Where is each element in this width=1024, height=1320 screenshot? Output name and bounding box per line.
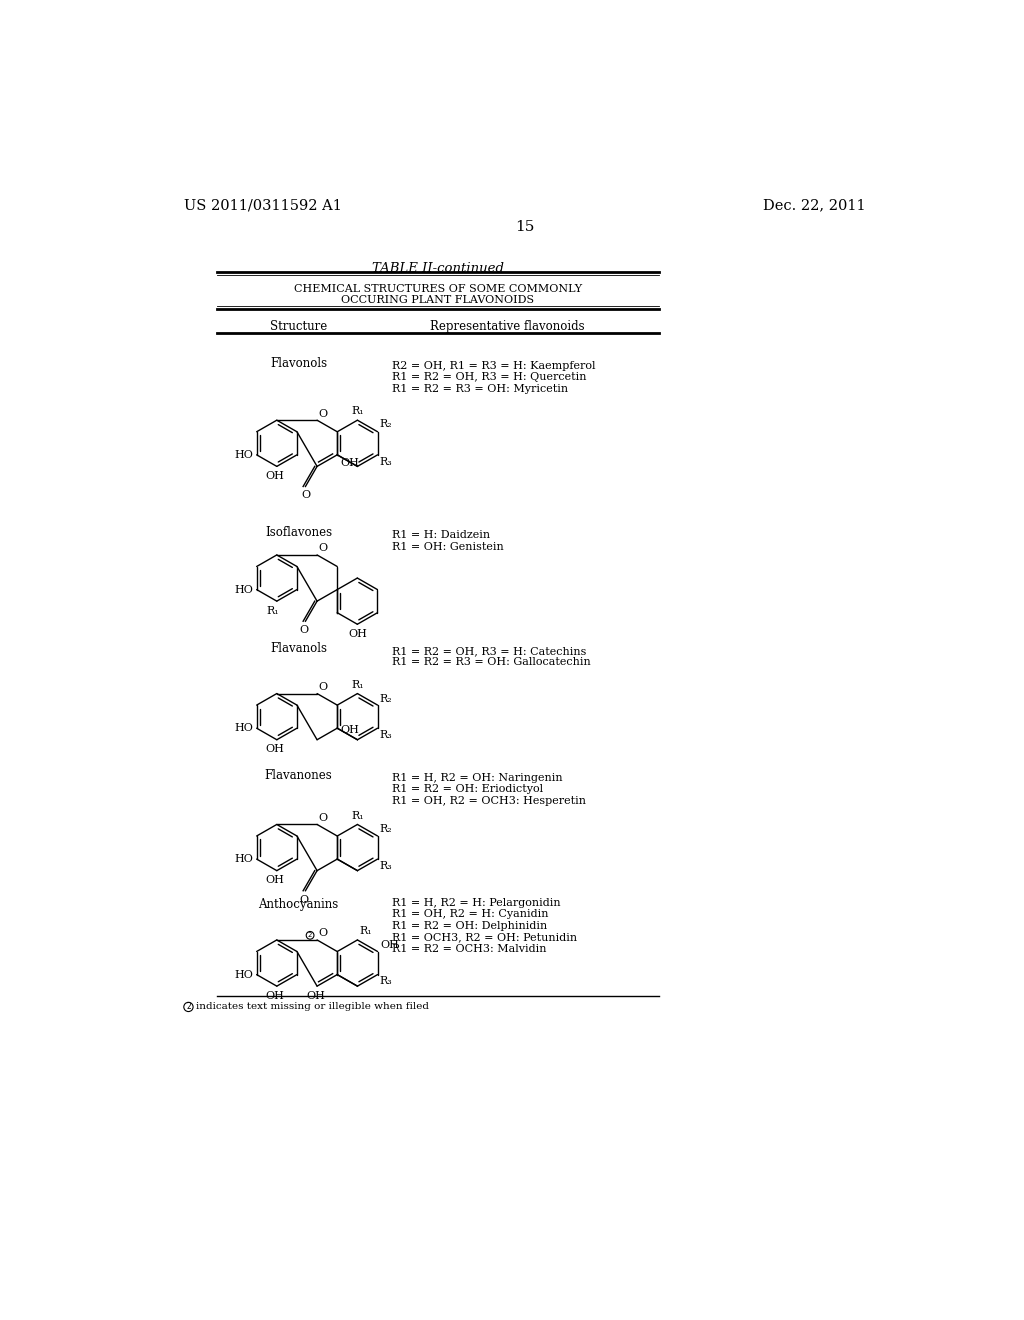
Text: R1 = H: Daidzein: R1 = H: Daidzein — [391, 531, 489, 540]
Text: US 2011/0311592 A1: US 2011/0311592 A1 — [183, 198, 342, 213]
Text: Structure: Structure — [270, 321, 327, 333]
Text: R₁: R₁ — [351, 810, 364, 821]
Text: 2: 2 — [186, 1002, 190, 1011]
Text: R1 = OH, R2 = OCH3: Hesperetin: R1 = OH, R2 = OCH3: Hesperetin — [391, 796, 586, 807]
Text: HO: HO — [233, 970, 253, 979]
Text: OH: OH — [266, 744, 285, 754]
Text: R₁: R₁ — [351, 680, 364, 689]
Text: R1 = R2 = R3 = OH: Gallocatechin: R1 = R2 = R3 = OH: Gallocatechin — [391, 657, 590, 668]
Text: HO: HO — [233, 723, 253, 733]
Text: OCCURING PLANT FLAVONOIDS: OCCURING PLANT FLAVONOIDS — [341, 296, 535, 305]
Text: R₁: R₁ — [359, 927, 372, 936]
Text: OH: OH — [380, 940, 398, 950]
Text: OH: OH — [266, 991, 285, 1001]
Text: R1 = OCH3, R2 = OH: Petunidin: R1 = OCH3, R2 = OH: Petunidin — [391, 932, 577, 942]
Text: R₃: R₃ — [380, 457, 392, 467]
Text: HO: HO — [233, 585, 253, 594]
Text: R₂: R₂ — [380, 420, 392, 429]
Text: HO: HO — [233, 854, 253, 865]
Text: R1 = H, R2 = OH: Naringenin: R1 = H, R2 = OH: Naringenin — [391, 774, 562, 783]
Text: TABLE II-continued: TABLE II-continued — [372, 263, 504, 276]
Text: Flavonols: Flavonols — [270, 358, 327, 370]
Text: R₃: R₃ — [380, 730, 392, 739]
Text: R1 = R2 = OH, R3 = H: Catechins: R1 = R2 = OH, R3 = H: Catechins — [391, 645, 586, 656]
Text: Flavanols: Flavanols — [270, 642, 327, 655]
Text: 15: 15 — [515, 220, 535, 234]
Text: R1 = R2 = OH, R3 = H: Quercetin: R1 = R2 = OH, R3 = H: Quercetin — [391, 372, 586, 383]
Text: O: O — [318, 928, 328, 939]
Text: R₃: R₃ — [380, 861, 392, 871]
Text: Flavanones: Flavanones — [264, 770, 333, 781]
Text: R1 = OH: Genistein: R1 = OH: Genistein — [391, 543, 503, 552]
Text: Isoflavones: Isoflavones — [265, 527, 332, 540]
Text: R1 = R2 = OH: Delphinidin: R1 = R2 = OH: Delphinidin — [391, 921, 547, 931]
Text: R1 = H, R2 = H: Pelargonidin: R1 = H, R2 = H: Pelargonidin — [391, 898, 560, 908]
Text: OH: OH — [340, 458, 359, 467]
Text: OH: OH — [306, 991, 325, 1001]
Text: R1 = R2 = R3 = OH: Myricetin: R1 = R2 = R3 = OH: Myricetin — [391, 384, 567, 393]
Text: R1 = OH, R2 = H: Cyanidin: R1 = OH, R2 = H: Cyanidin — [391, 909, 548, 919]
Text: R₂: R₂ — [380, 693, 392, 704]
Text: CHEMICAL STRUCTURES OF SOME COMMONLY: CHEMICAL STRUCTURES OF SOME COMMONLY — [294, 284, 582, 294]
Text: 2: 2 — [308, 932, 312, 939]
Text: O: O — [299, 895, 308, 904]
Text: R1 = R2 = OH: Eriodictyol: R1 = R2 = OH: Eriodictyol — [391, 784, 543, 795]
Text: OH: OH — [266, 471, 285, 480]
Text: R₁: R₁ — [266, 606, 280, 615]
Text: O: O — [318, 682, 328, 692]
Text: R₃: R₃ — [380, 977, 392, 986]
Text: OH: OH — [266, 875, 285, 886]
Text: O: O — [318, 409, 328, 418]
Text: R2 = OH, R1 = R3 = H: Kaempferol: R2 = OH, R1 = R3 = H: Kaempferol — [391, 360, 595, 371]
Text: Anthocyanins: Anthocyanins — [258, 898, 339, 911]
Text: OH: OH — [340, 725, 359, 735]
Text: O: O — [318, 813, 328, 822]
Text: Dec. 22, 2011: Dec. 22, 2011 — [763, 198, 866, 213]
Text: OH: OH — [348, 628, 367, 639]
Text: R₁: R₁ — [351, 407, 364, 416]
Text: R1 = R2 = OCH3: Malvidin: R1 = R2 = OCH3: Malvidin — [391, 944, 546, 954]
Text: HO: HO — [233, 450, 253, 459]
Text: O: O — [318, 544, 328, 553]
Text: R₂: R₂ — [380, 825, 392, 834]
Text: O: O — [299, 626, 308, 635]
Text: Representative flavonoids: Representative flavonoids — [430, 321, 585, 333]
Text: indicates text missing or illegible when filed: indicates text missing or illegible when… — [197, 1002, 429, 1011]
Text: O: O — [301, 490, 310, 500]
